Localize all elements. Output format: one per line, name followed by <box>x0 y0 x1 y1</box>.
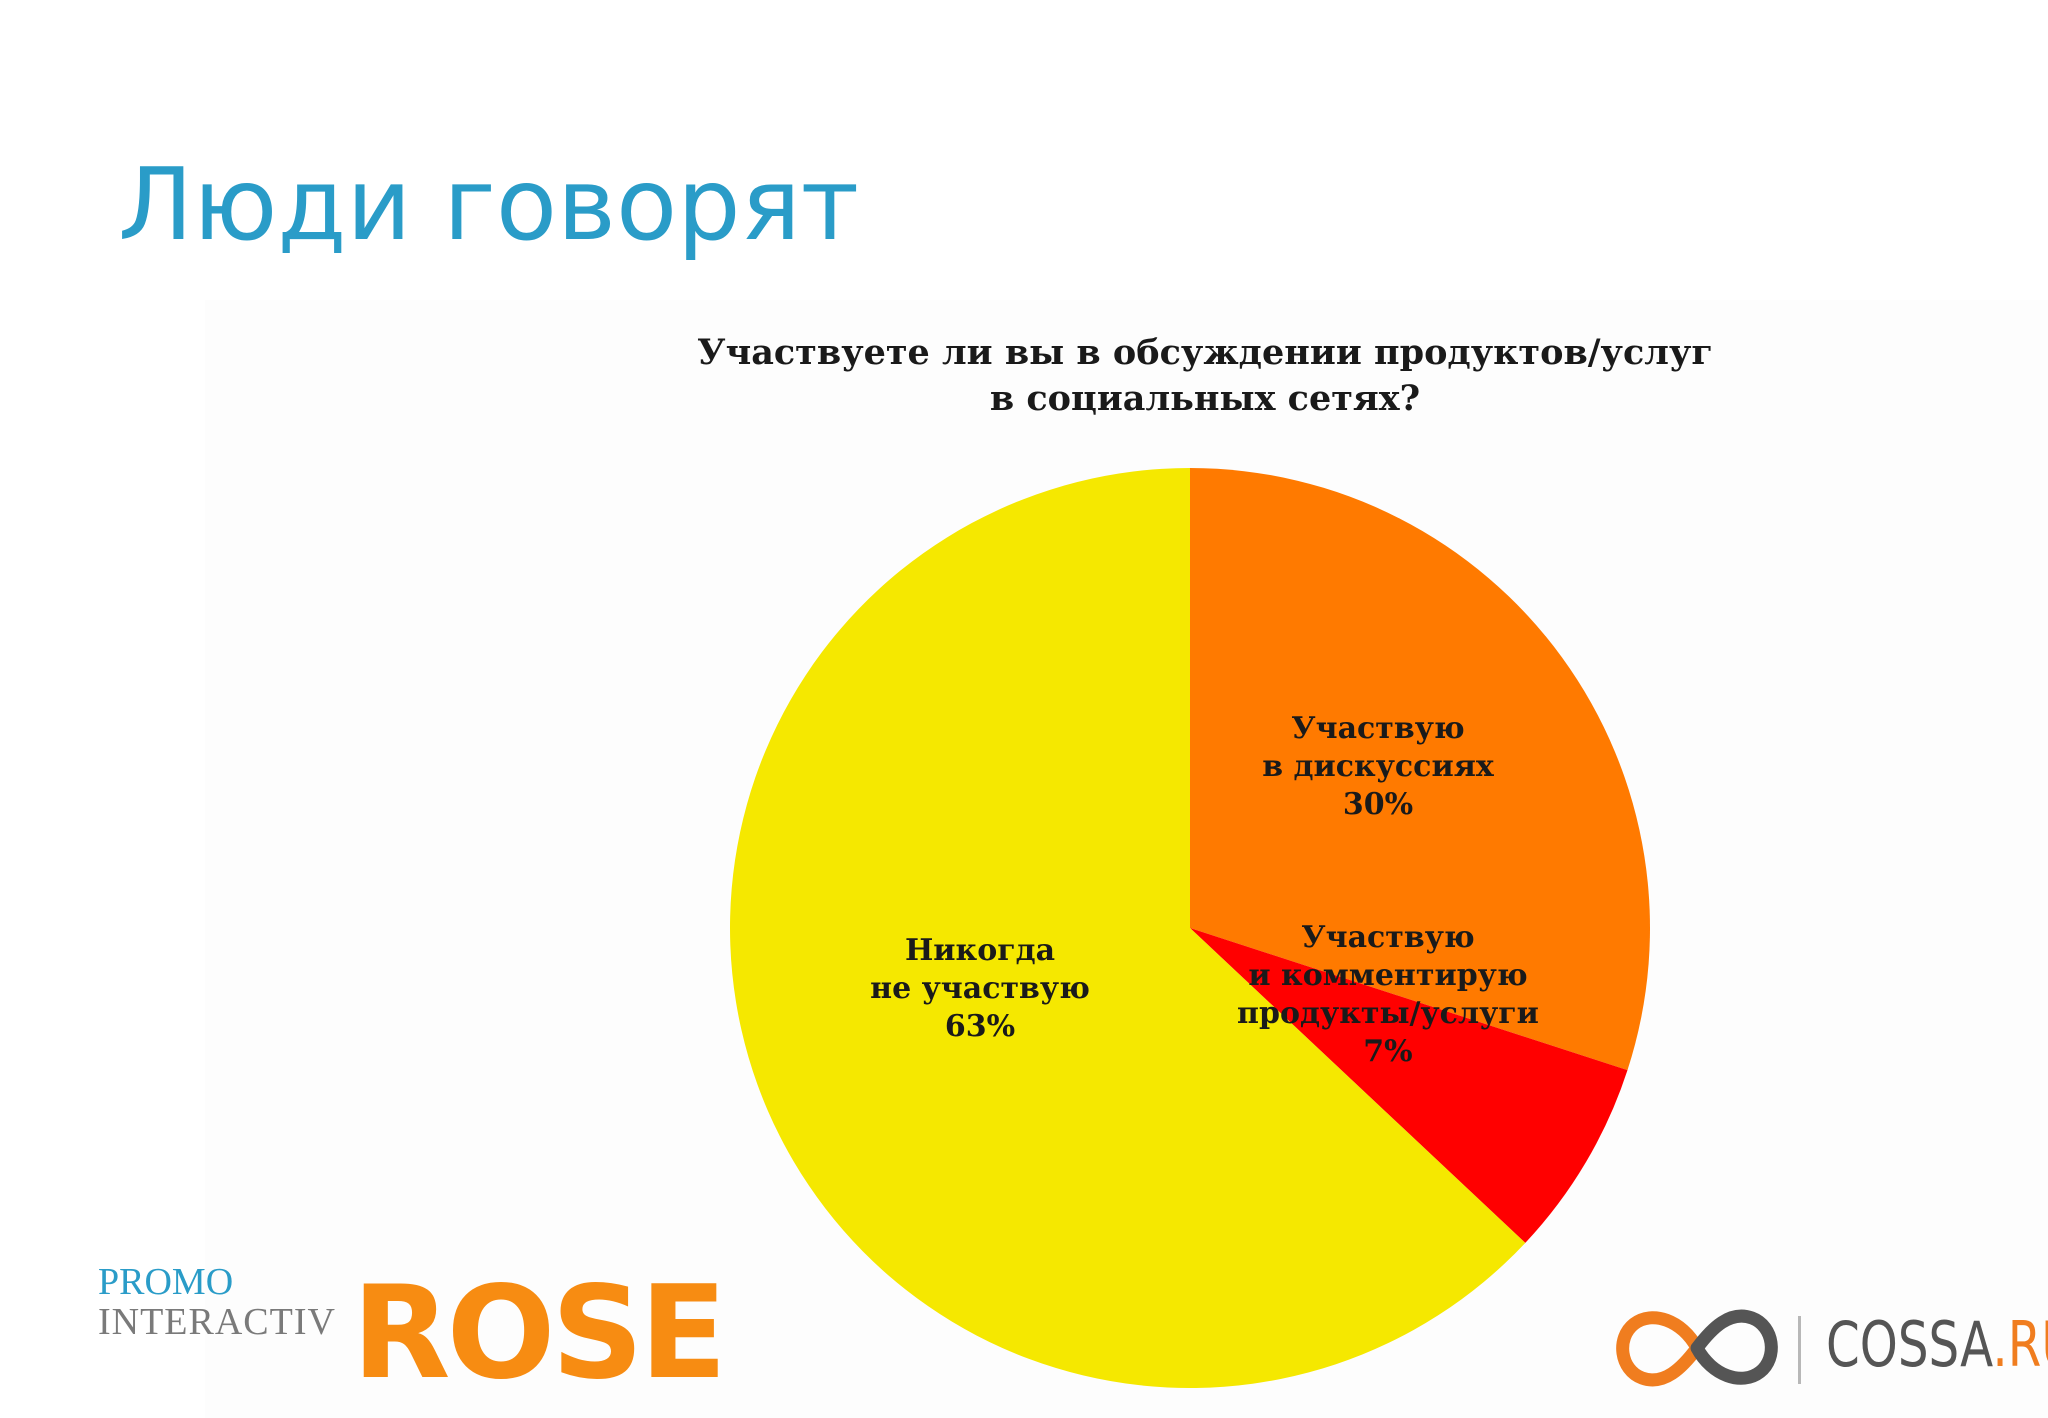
slice-label-1-line-2: в дискуссиях <box>1262 749 1495 784</box>
cossa-divider <box>1798 1316 1801 1384</box>
promo-logo-text: PROMO <box>98 1261 234 1303</box>
pie-slice-2 <box>1190 928 1628 1243</box>
slice-label-2-line-2: и комментирую <box>1248 958 1527 993</box>
rose-logo: ROSE <box>352 1259 727 1408</box>
cossa-infinity-icon <box>1616 1309 1778 1387</box>
chart-title-line-2: в социальных сетях? <box>989 378 1421 419</box>
cossa-logo-text: COSSA.RU <box>1826 1305 2048 1385</box>
slice-label-1-line-3: 30% <box>1343 787 1413 822</box>
slice-label-1-line-1: Участвую <box>1291 711 1464 746</box>
slice-label-2-line-4: 7% <box>1363 1034 1412 1069</box>
cossa-logo-suffix: .RU <box>1992 1308 2048 1381</box>
slice-label-3-line-3: 63% <box>945 1009 1015 1044</box>
cossa-logo-main: COSSA <box>1826 1308 1993 1381</box>
slice-label-2-line-3: продукты/услуги <box>1237 996 1539 1031</box>
slide-title: Люди говорят <box>118 146 860 263</box>
pie-slice-3 <box>729 467 1526 1388</box>
slice-label-3-line-1: Никогда <box>905 933 1055 968</box>
pie-slice-1 <box>1190 468 1650 1071</box>
chart-title-line-1: Участвуете ли вы в обсуждении продуктов/… <box>697 332 1713 373</box>
slice-label-3-line-2: не участвую <box>870 971 1090 1006</box>
chart-title: Участвуете ли вы в обсуждении продуктов/… <box>505 330 1905 422</box>
interactive-logo-text: INTERACTIV <box>98 1301 336 1343</box>
slice-label-2-line-1: Участвую <box>1301 920 1474 955</box>
